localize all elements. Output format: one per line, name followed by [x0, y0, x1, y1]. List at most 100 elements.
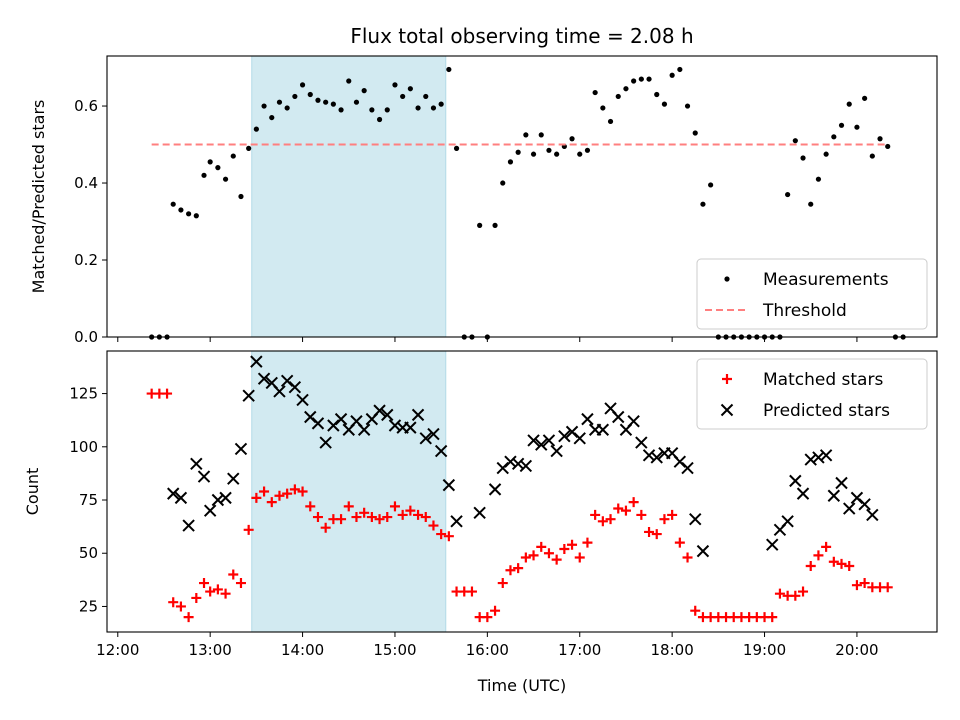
data-point [296, 393, 309, 407]
data-point [436, 529, 447, 540]
data-point [597, 516, 608, 527]
data-point [404, 421, 417, 434]
x-tick-label: 16:00 [466, 641, 509, 659]
data-point [182, 519, 195, 532]
data-point [774, 588, 785, 599]
data-point [700, 201, 706, 207]
x-axis-title: Time (UTC) [477, 676, 566, 695]
data-point [251, 492, 262, 503]
data-point [323, 99, 329, 105]
data-point [577, 151, 583, 157]
data-point [505, 565, 516, 576]
legend-label: Matched stars [763, 370, 883, 390]
data-point [574, 552, 585, 563]
data-point [359, 507, 370, 518]
data-point [823, 151, 829, 157]
data-point [613, 503, 624, 514]
series-predicted-stars [167, 355, 879, 558]
series-matched-stars [146, 388, 893, 623]
data-point [515, 149, 521, 155]
x-tick-label: 19:00 [743, 641, 786, 659]
plot-frame [106, 55, 938, 338]
data-point [681, 461, 694, 475]
x-tick-label: 13:00 [189, 641, 232, 659]
data-point [186, 211, 192, 217]
data-point [253, 126, 259, 132]
data-point [661, 101, 668, 107]
data-point [292, 93, 298, 100]
data-point [336, 514, 347, 525]
data-point [805, 561, 816, 572]
data-point [259, 486, 270, 497]
legend-label: Measurements [763, 270, 889, 290]
data-point [427, 427, 440, 441]
data-point [828, 556, 839, 567]
data-point [299, 82, 306, 88]
data-point [511, 457, 525, 471]
y-tick-label: 75 [79, 491, 98, 509]
data-point [836, 558, 847, 569]
data-point [654, 91, 660, 98]
data-point [434, 444, 448, 458]
data-point [885, 143, 891, 150]
y-tick-label: 125 [69, 385, 98, 403]
data-point [273, 385, 286, 398]
data-point [334, 412, 348, 426]
data-point [567, 539, 578, 550]
data-point [831, 134, 837, 140]
data-point [800, 155, 806, 161]
data-point [792, 138, 798, 144]
data-point [550, 444, 563, 458]
data-point [361, 88, 367, 94]
data-point [284, 105, 290, 111]
data-point [423, 93, 429, 100]
data-point [607, 118, 614, 125]
legend-label: Threshold [762, 301, 847, 321]
x-tick-label: 14:00 [281, 641, 324, 659]
data-point [407, 86, 413, 92]
data-point [559, 543, 570, 554]
data-point [558, 429, 571, 443]
data-point [513, 563, 524, 574]
y-tick-label: 0.2 [74, 251, 98, 269]
data-point [197, 470, 211, 483]
data-point [175, 601, 186, 612]
data-point [644, 526, 655, 537]
data-point [854, 124, 860, 130]
data-point [266, 497, 277, 508]
data-point [442, 478, 456, 492]
data-point [497, 578, 508, 589]
data-point [228, 569, 239, 580]
data-point [684, 103, 691, 109]
data-point [504, 455, 517, 468]
data-point [535, 438, 548, 451]
data-point [413, 509, 424, 520]
data-point [288, 380, 302, 394]
x-tick-label: 18:00 [651, 641, 694, 659]
data-point [193, 213, 199, 219]
x-tick-label: 15:00 [373, 641, 416, 659]
data-point [573, 432, 586, 445]
data-point [257, 372, 271, 385]
data-point [696, 544, 710, 558]
data-point [381, 408, 394, 422]
data-point [490, 605, 501, 616]
data-point [677, 66, 683, 73]
data-point [191, 592, 202, 603]
data-point [527, 434, 540, 447]
data-point [500, 180, 506, 186]
data-point [174, 491, 188, 505]
data-point [320, 522, 331, 533]
data-point [482, 612, 493, 623]
data-point [238, 193, 244, 200]
data-point [220, 588, 231, 599]
data-point [615, 93, 621, 100]
y-axis-title: Matched/Predicted stars [29, 100, 48, 294]
data-point [812, 451, 825, 464]
data-point [246, 145, 252, 151]
data-point [596, 423, 610, 436]
data-point [477, 222, 483, 228]
data-point [315, 97, 321, 103]
data-point [804, 453, 817, 466]
x-tick-label: 20:00 [835, 641, 878, 659]
